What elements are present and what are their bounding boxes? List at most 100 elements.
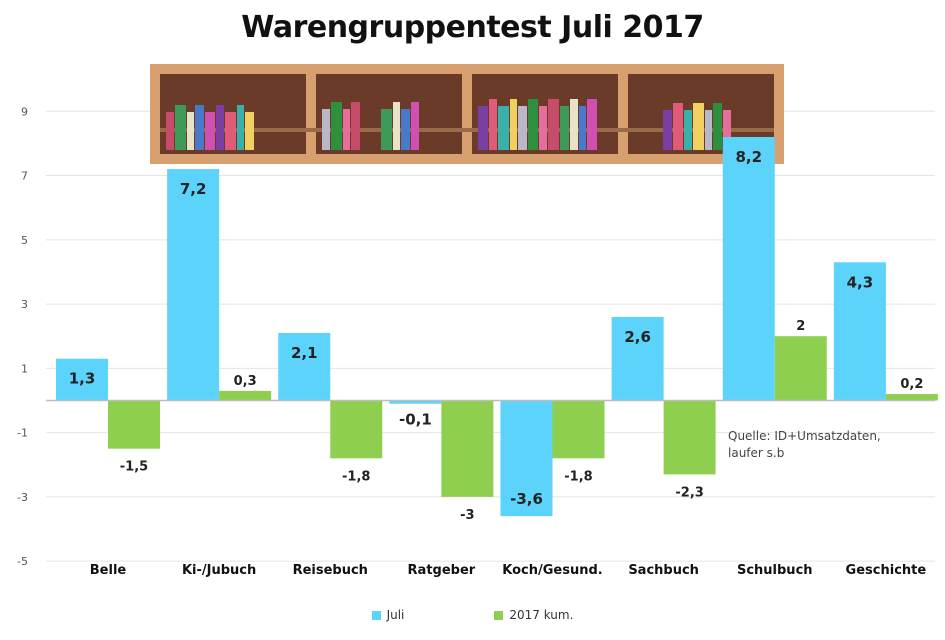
book-spine	[381, 109, 392, 150]
book-spine	[187, 112, 194, 150]
data-label: -1,5	[120, 460, 148, 475]
data-label: 0,2	[900, 377, 923, 392]
legend-item-series-1: Juli	[371, 604, 405, 626]
book-spine	[510, 99, 517, 150]
data-label: -2,3	[675, 485, 703, 500]
book-spine	[225, 112, 236, 150]
book-spine	[570, 99, 578, 150]
book-spine	[693, 103, 704, 150]
book-spine	[579, 106, 586, 150]
book-spine	[216, 105, 224, 150]
data-label: -1,8	[564, 469, 592, 484]
legend-label: 2017 kum.	[509, 608, 574, 622]
y-tick-label: -3	[17, 491, 28, 504]
data-label: -3,6	[510, 490, 543, 508]
bookshelf-illustration	[150, 64, 784, 164]
book-spine	[489, 99, 497, 150]
book-spine	[560, 106, 569, 150]
legend-label: Juli	[386, 608, 405, 622]
bar-2017-kum	[108, 400, 160, 449]
book-spine	[587, 99, 597, 150]
data-label: 7,2	[180, 180, 207, 198]
source-annotation: Quelle: ID+Umsatzdaten, laufer s.b	[728, 429, 881, 460]
data-label: -0,1	[399, 410, 432, 428]
data-label: 0,3	[234, 374, 257, 389]
legend-swatch	[494, 610, 504, 620]
book-spine	[705, 110, 712, 150]
x-tick-label: Schulbuch	[737, 563, 813, 578]
y-tick-label: -5	[17, 555, 28, 568]
data-label: -1,8	[342, 469, 370, 484]
book-spine	[478, 106, 488, 150]
y-tick-label: 5	[21, 234, 28, 247]
data-label: 4,3	[847, 273, 874, 291]
x-tick-label: Sachbuch	[628, 563, 699, 578]
bar-juli	[56, 358, 108, 401]
bar-2017-kum	[774, 336, 827, 401]
book-spine	[684, 110, 692, 150]
data-label: 2,1	[291, 344, 318, 362]
bar-2017-kum	[663, 400, 716, 475]
x-tick-label: Geschichte	[846, 563, 927, 578]
book-spine	[166, 112, 174, 150]
bar-juli	[389, 400, 442, 404]
bar-juli	[611, 316, 664, 401]
book-spine	[548, 99, 559, 150]
book-spine	[351, 102, 360, 150]
book-spine	[539, 106, 547, 150]
book-spine	[195, 105, 204, 150]
book-spine	[245, 112, 254, 150]
data-labels: 1,3 -1,5 7,2 0,3 2,1 -1,8 -0,1 -3 -3,6 -1,8 2,6 -2,…	[69, 148, 924, 523]
book-spine	[393, 102, 400, 150]
book-spine	[331, 102, 342, 150]
y-tick-label: -1	[17, 427, 28, 440]
bar-2017-kum	[330, 400, 383, 459]
bar-juli	[722, 136, 775, 401]
data-label: 2,6	[624, 328, 651, 346]
x-tick-label: Koch/Gesund.	[502, 563, 602, 578]
bar-juli	[833, 262, 886, 401]
legend-item-series-2: 2017 kum.	[494, 604, 573, 626]
y-tick-label: 7	[21, 170, 28, 183]
bar-2017-kum	[441, 400, 494, 497]
x-tick-label: Reisebuch	[293, 563, 368, 578]
book-spine	[663, 110, 672, 150]
legend: Juli 2017 kum.	[0, 604, 945, 626]
bar-juli	[278, 333, 331, 401]
book-spine	[343, 109, 350, 150]
data-label: 8,2	[735, 148, 762, 166]
y-axis-labels: -5 -3 -1 1 3 5 7 9	[17, 105, 28, 568]
bar-2017-kum	[219, 390, 272, 401]
book-spine	[205, 112, 215, 150]
book-spine	[322, 109, 330, 150]
x-tick-label: Belle	[90, 563, 127, 578]
bar-juli	[167, 169, 220, 401]
bar-juli	[500, 400, 553, 517]
book-spine	[723, 110, 731, 150]
book-spine	[673, 103, 683, 150]
bar-2017-kum	[885, 394, 938, 401]
y-tick-label: 3	[21, 298, 28, 311]
x-axis-labels: Belle Ki-/Jubuch Reisebuch Ratgeber Koch/Ges…	[90, 563, 927, 578]
chart-title: Warengruppentest Juli 2017	[241, 10, 704, 45]
book-spine	[713, 103, 722, 150]
bars	[56, 136, 938, 517]
book-spine	[518, 106, 527, 150]
book-spine	[528, 99, 538, 150]
legend-swatch	[371, 610, 381, 620]
data-label: 2	[796, 319, 805, 334]
data-label: 1,3	[69, 370, 96, 388]
book-spine	[175, 105, 186, 150]
y-tick-label: 1	[21, 362, 28, 375]
x-tick-label: Ki-/Jubuch	[182, 563, 256, 578]
y-tick-label: 9	[21, 105, 28, 118]
book-spine	[237, 105, 244, 150]
book-spine	[498, 106, 509, 150]
book-spine	[411, 102, 419, 150]
x-tick-label: Ratgeber	[408, 563, 476, 578]
bar-2017-kum	[552, 400, 605, 459]
book-spine	[401, 109, 410, 150]
data-label: -3	[460, 508, 474, 523]
